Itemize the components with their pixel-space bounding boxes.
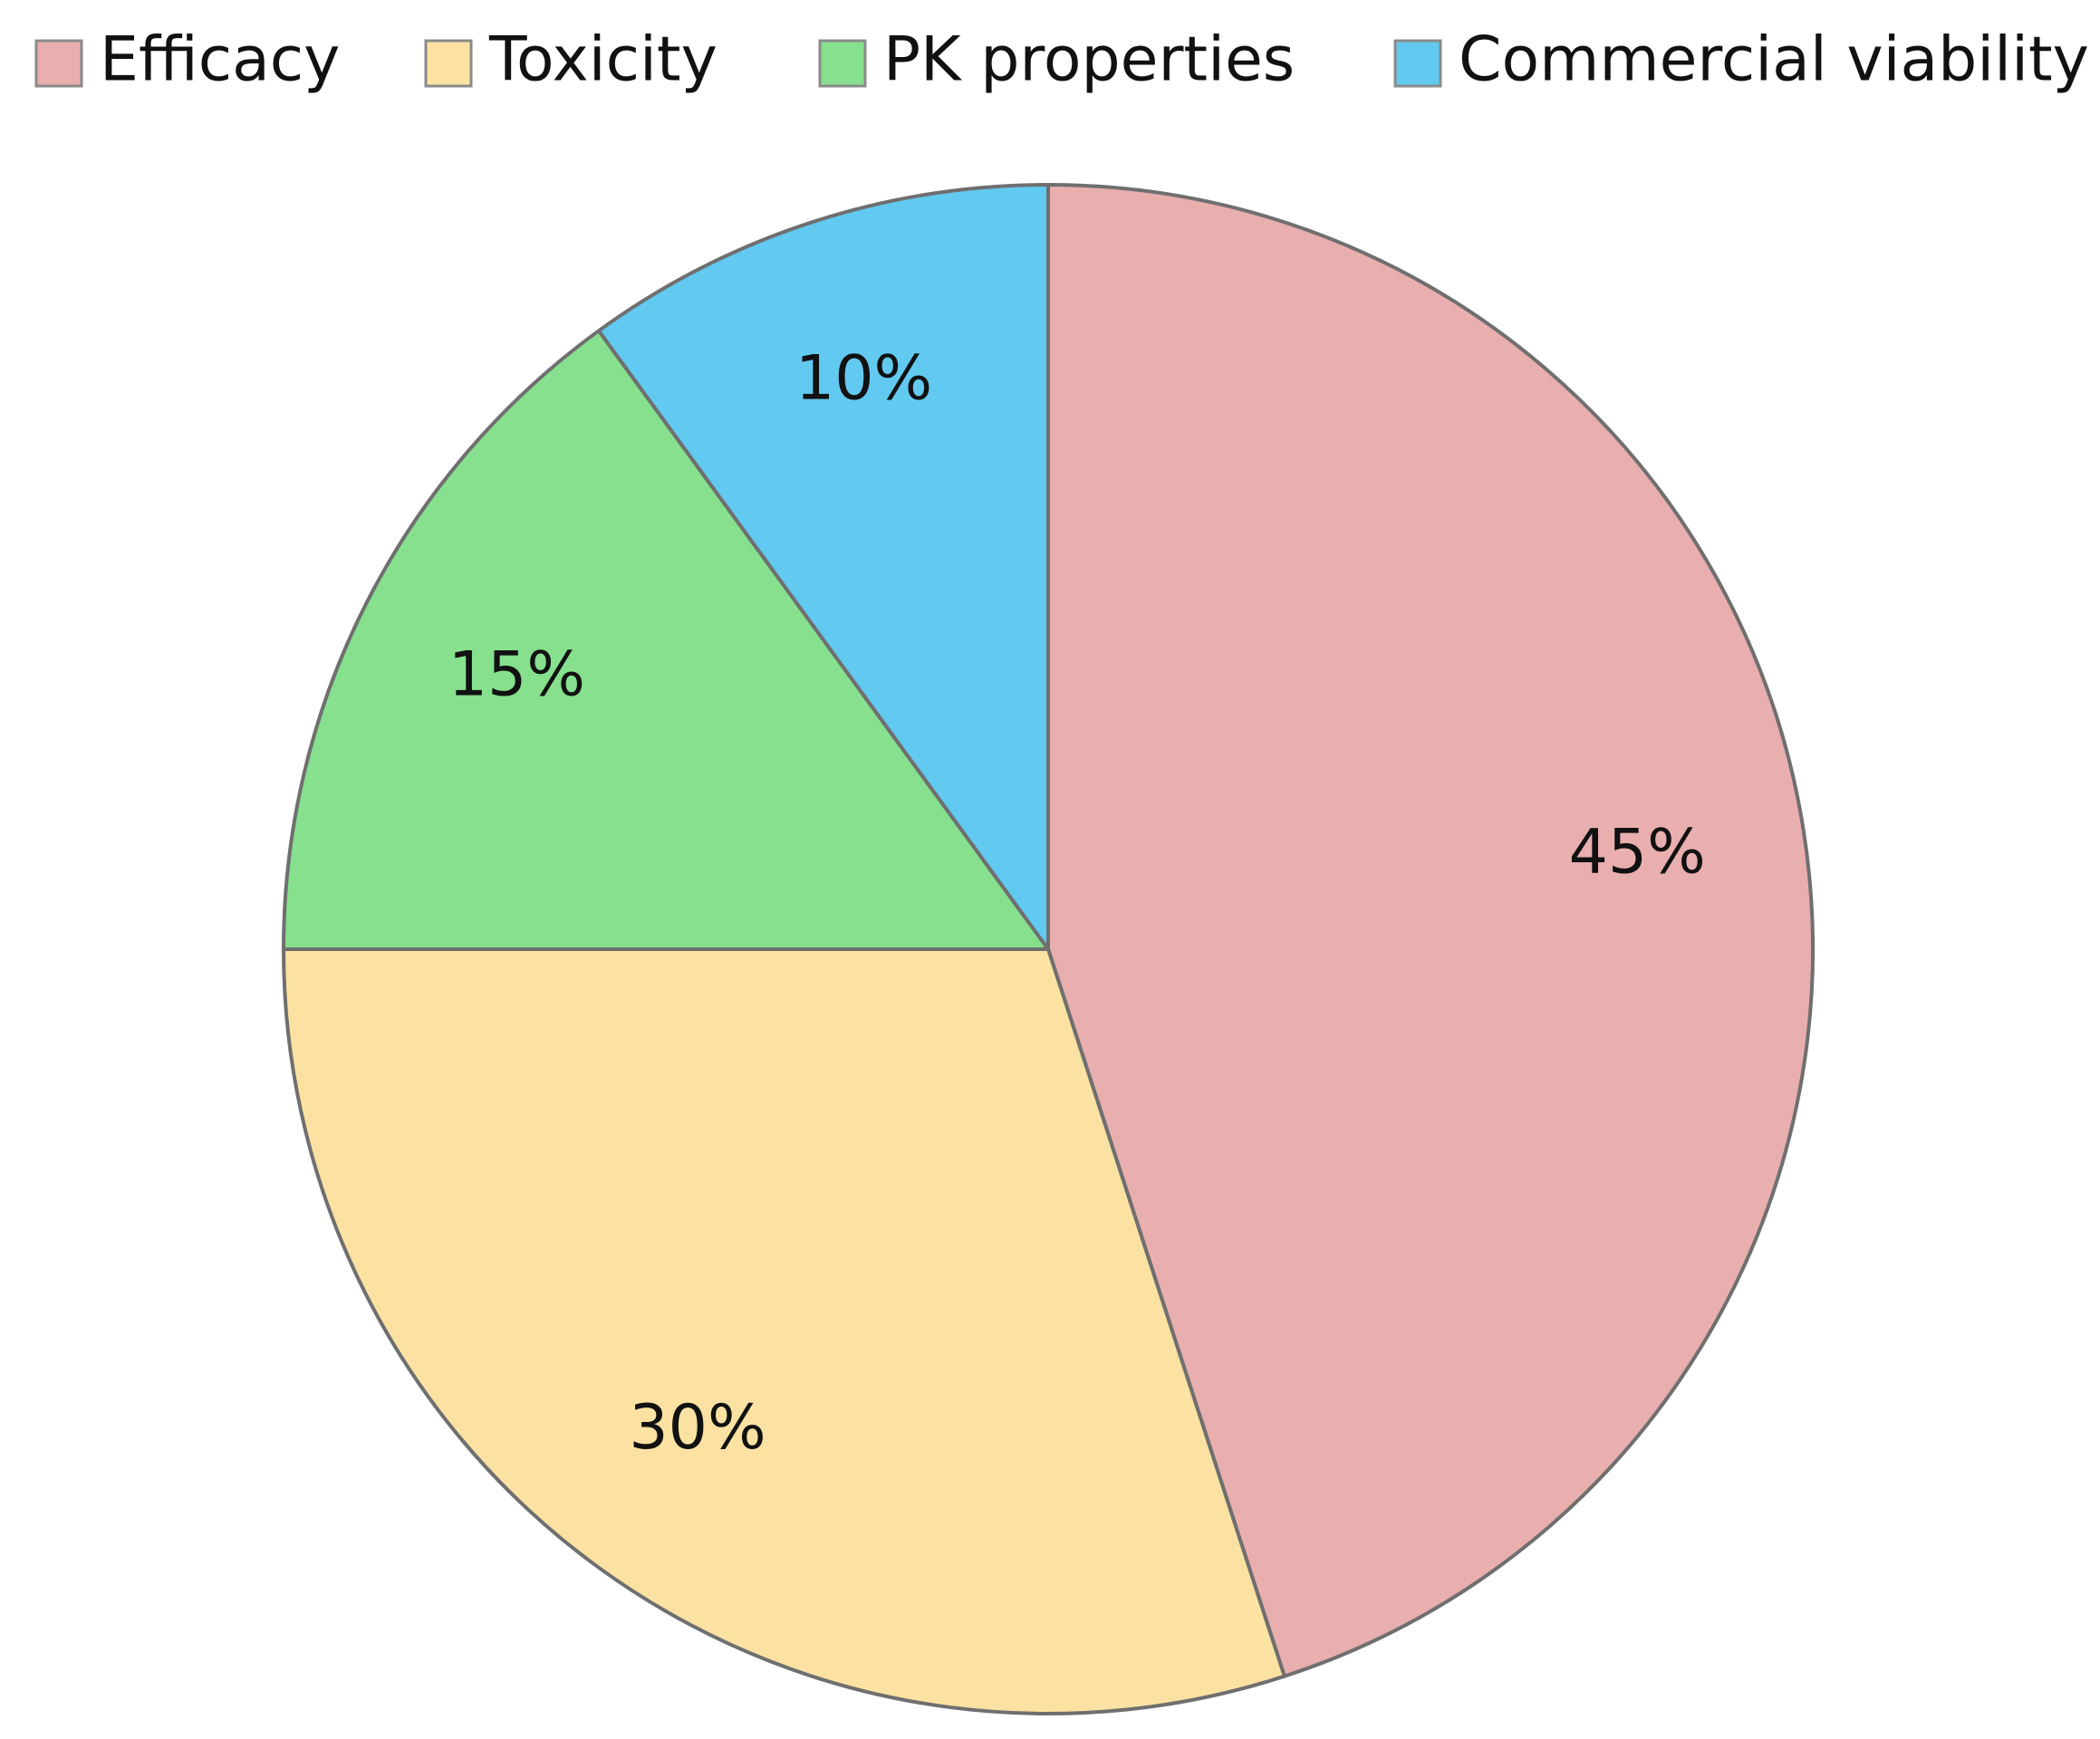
legend-swatch-commercial-viability [1393, 39, 1442, 88]
legend-label-efficacy: Efficacy [100, 24, 340, 96]
pie-slice-efficacy [1046, 183, 1815, 1678]
legend-swatch-pk-properties [818, 39, 867, 88]
data-label-commercial-viability: 10% [795, 342, 932, 414]
legend-item-commercial-viability: Commercial viability [1393, 24, 2089, 96]
pie-slice-pk-properties [282, 329, 1050, 951]
data-labels: 45% 30% 15% 10% [448, 342, 1706, 1464]
pie-slices [282, 183, 1815, 1715]
legend-label-pk-properties: PK properties [883, 24, 1295, 96]
legend-swatch-efficacy [34, 39, 83, 88]
data-label-efficacy: 45% [1569, 817, 1706, 889]
pie-slice-toxicity [282, 947, 1286, 1715]
legend-item-toxicity: Toxicity [424, 24, 718, 96]
legend-label-toxicity: Toxicity [488, 24, 718, 96]
legend-swatch-toxicity [424, 39, 473, 88]
data-label-toxicity: 30% [629, 1392, 766, 1464]
legend-item-pk-properties: PK properties [818, 24, 1295, 96]
data-label-pk-properties: 15% [448, 639, 585, 711]
legend-label-commercial-viability: Commercial viability [1459, 24, 2089, 96]
legend: Efficacy Toxicity PK properties Commercial … [34, 24, 2089, 96]
pie-slice-commercial-viability [596, 183, 1050, 951]
legend-item-efficacy: Efficacy [34, 24, 340, 96]
